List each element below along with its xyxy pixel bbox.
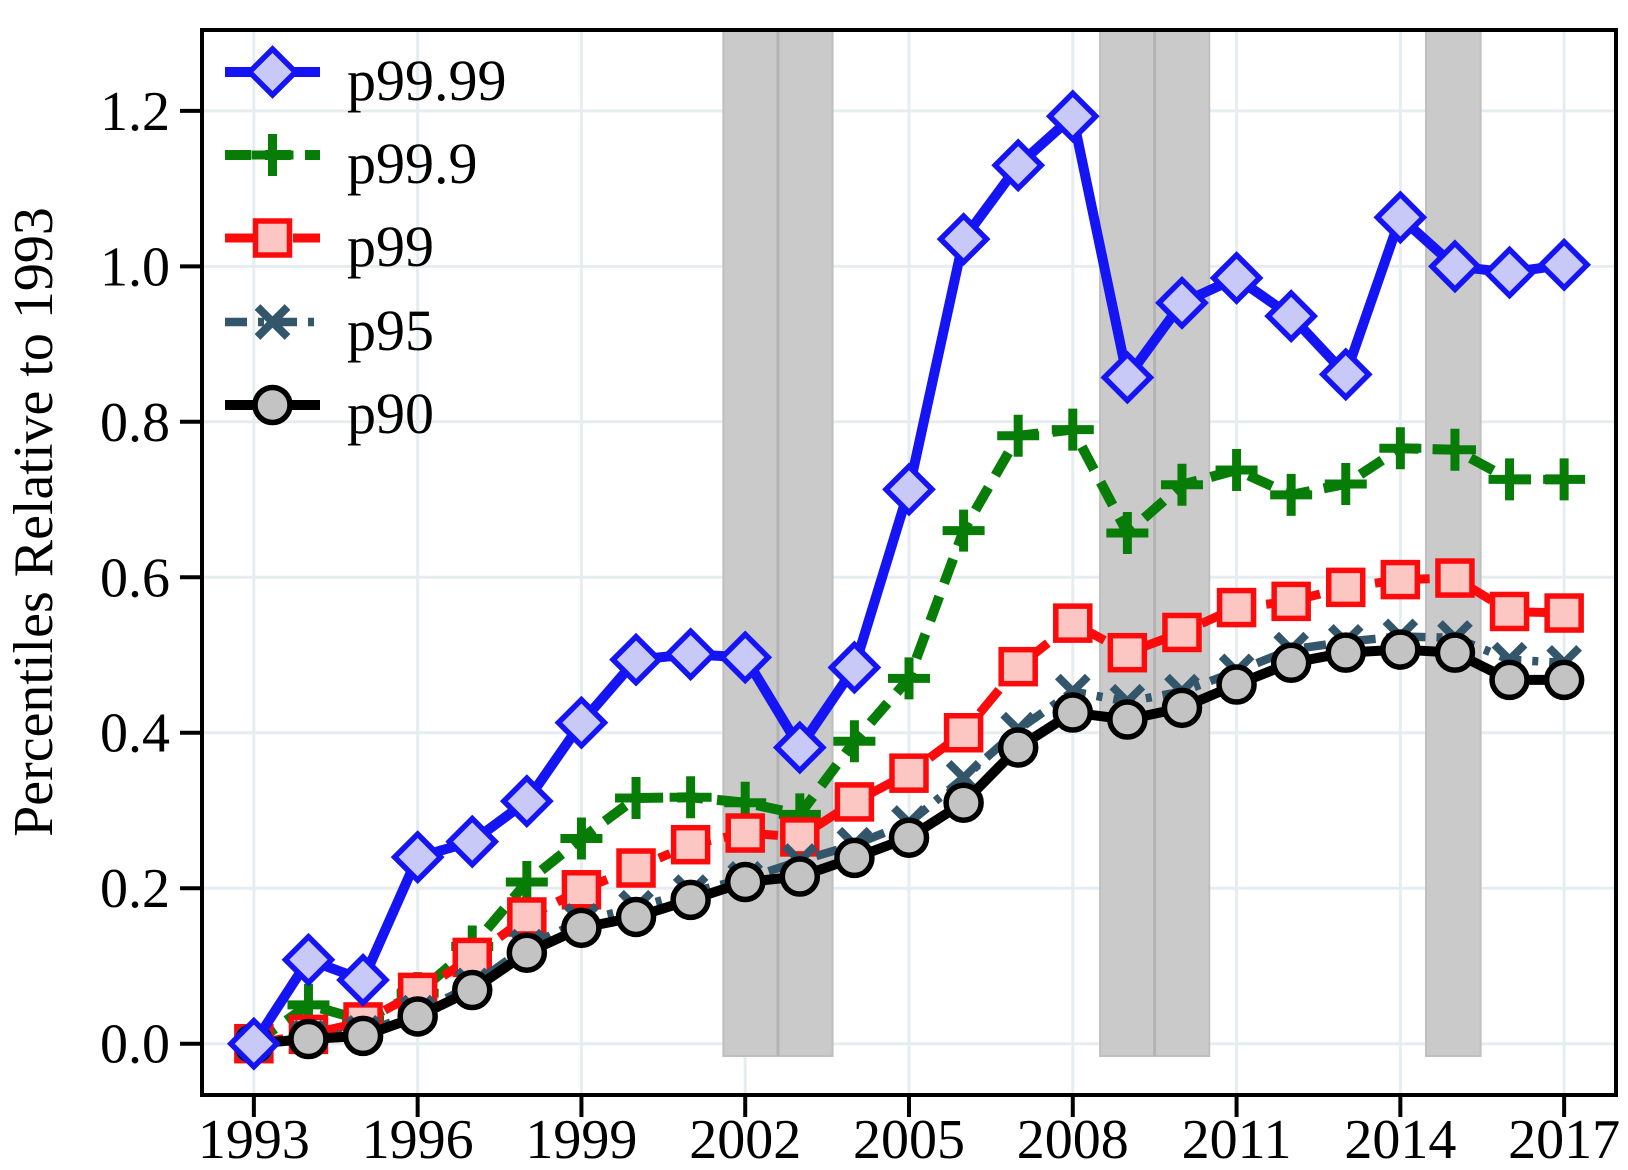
circle-marker (506, 932, 548, 973)
square-marker (943, 712, 984, 753)
square-marker (1216, 587, 1257, 628)
plot-frame (200, 28, 1618, 1097)
diamond-marker (245, 45, 300, 99)
x-tick-label: 2005 (853, 1109, 965, 1165)
y-tick-label: 1.0 (100, 236, 170, 298)
diamond-marker (1428, 239, 1482, 294)
diamond-marker (882, 462, 936, 517)
y-tick-label: 0.4 (100, 703, 170, 765)
x-tick-label: 1999 (525, 1109, 637, 1165)
square-marker (1326, 567, 1366, 608)
x-tick-label: 2017 (1508, 1109, 1620, 1165)
diamond-marker (226, 1016, 281, 1071)
circle-marker (342, 1015, 384, 1057)
x-tick-label: 1996 (362, 1109, 474, 1165)
diamond-marker (772, 720, 827, 775)
x-tick-label: 1993 (198, 1109, 310, 1165)
square-marker (889, 753, 929, 793)
legend-label-p95: p95 (347, 298, 434, 363)
x-tick-label: 2008 (1017, 1109, 1129, 1165)
x-tick-label: 2011 (1182, 1109, 1292, 1165)
diamond-marker (554, 695, 609, 750)
square-marker (725, 813, 765, 853)
y-tick-label: 0.0 (100, 1014, 170, 1076)
diamond-marker (336, 953, 390, 1007)
x-marker (254, 304, 291, 340)
circle-marker (1434, 632, 1476, 673)
y-tick-label: 0.6 (100, 547, 170, 609)
diamond-marker (1155, 275, 1209, 330)
diamond-marker (827, 640, 882, 695)
diamond-marker (1373, 190, 1428, 245)
diamond-marker (445, 814, 500, 869)
legend-label-p99: p99 (347, 214, 434, 279)
square-marker (1162, 612, 1202, 653)
diamond-marker (1045, 89, 1100, 144)
y-tick-label: 0.2 (100, 858, 170, 920)
circle-marker (997, 727, 1039, 768)
diamond-marker (1482, 245, 1537, 300)
square-marker (616, 848, 656, 888)
diamond-marker (390, 830, 445, 885)
diamond-marker (663, 627, 718, 682)
x-tick-label: 2014 (1344, 1109, 1456, 1165)
circle-marker (1270, 642, 1312, 684)
circle-marker (834, 837, 875, 879)
circle-marker (888, 817, 930, 858)
legend-label-p99.9: p99.9 (347, 131, 478, 196)
circle-marker (779, 856, 821, 897)
square-marker (1380, 559, 1421, 600)
square-marker (998, 646, 1038, 687)
square-marker (252, 218, 293, 258)
circle-marker (943, 782, 984, 823)
circle-marker (615, 896, 657, 938)
circle-marker (561, 907, 602, 949)
circle-marker (288, 1018, 329, 1060)
legend-label-p90: p90 (347, 381, 434, 446)
circle-marker (670, 879, 711, 921)
square-marker (1435, 558, 1475, 598)
legend-label-p99.99: p99.99 (347, 48, 507, 113)
diamond-marker (1100, 350, 1155, 405)
circle-marker (1380, 629, 1421, 670)
diamond-marker (281, 932, 336, 987)
square-marker (670, 824, 711, 865)
diamond-marker (499, 774, 554, 829)
x-tick-label: 2002 (689, 1109, 801, 1165)
diamond-marker (1318, 347, 1373, 402)
circle-marker (397, 996, 438, 1037)
circle-marker (1543, 659, 1585, 701)
diamond-marker (609, 632, 663, 687)
shaded-band (1425, 30, 1482, 1057)
square-marker (1544, 593, 1584, 633)
diamond-marker (936, 212, 991, 267)
circle-marker (1107, 699, 1148, 740)
circle-marker (1216, 664, 1257, 705)
square-marker (507, 897, 547, 937)
y-tick-label: 1.2 (100, 81, 170, 143)
diamond-marker (1209, 251, 1264, 305)
square-marker (1053, 603, 1093, 643)
circle-marker (252, 384, 293, 426)
diamond-marker (718, 630, 773, 685)
circle-marker (1052, 692, 1094, 733)
circle-marker (1161, 687, 1203, 729)
diamond-marker (1264, 289, 1319, 343)
circle-marker (1325, 632, 1367, 673)
square-marker (1489, 591, 1530, 632)
square-marker (561, 870, 602, 910)
y-tick-label: 0.8 (100, 392, 170, 454)
circle-marker (724, 861, 766, 903)
diamond-marker (1537, 237, 1592, 292)
diamond-marker (991, 138, 1046, 193)
y-axis-title: Percentiles Relative to 1993 (3, 207, 65, 837)
square-marker (834, 782, 875, 822)
square-marker (1107, 632, 1148, 673)
circle-marker (1489, 659, 1530, 701)
square-marker (1271, 581, 1311, 622)
circle-marker (451, 969, 493, 1011)
